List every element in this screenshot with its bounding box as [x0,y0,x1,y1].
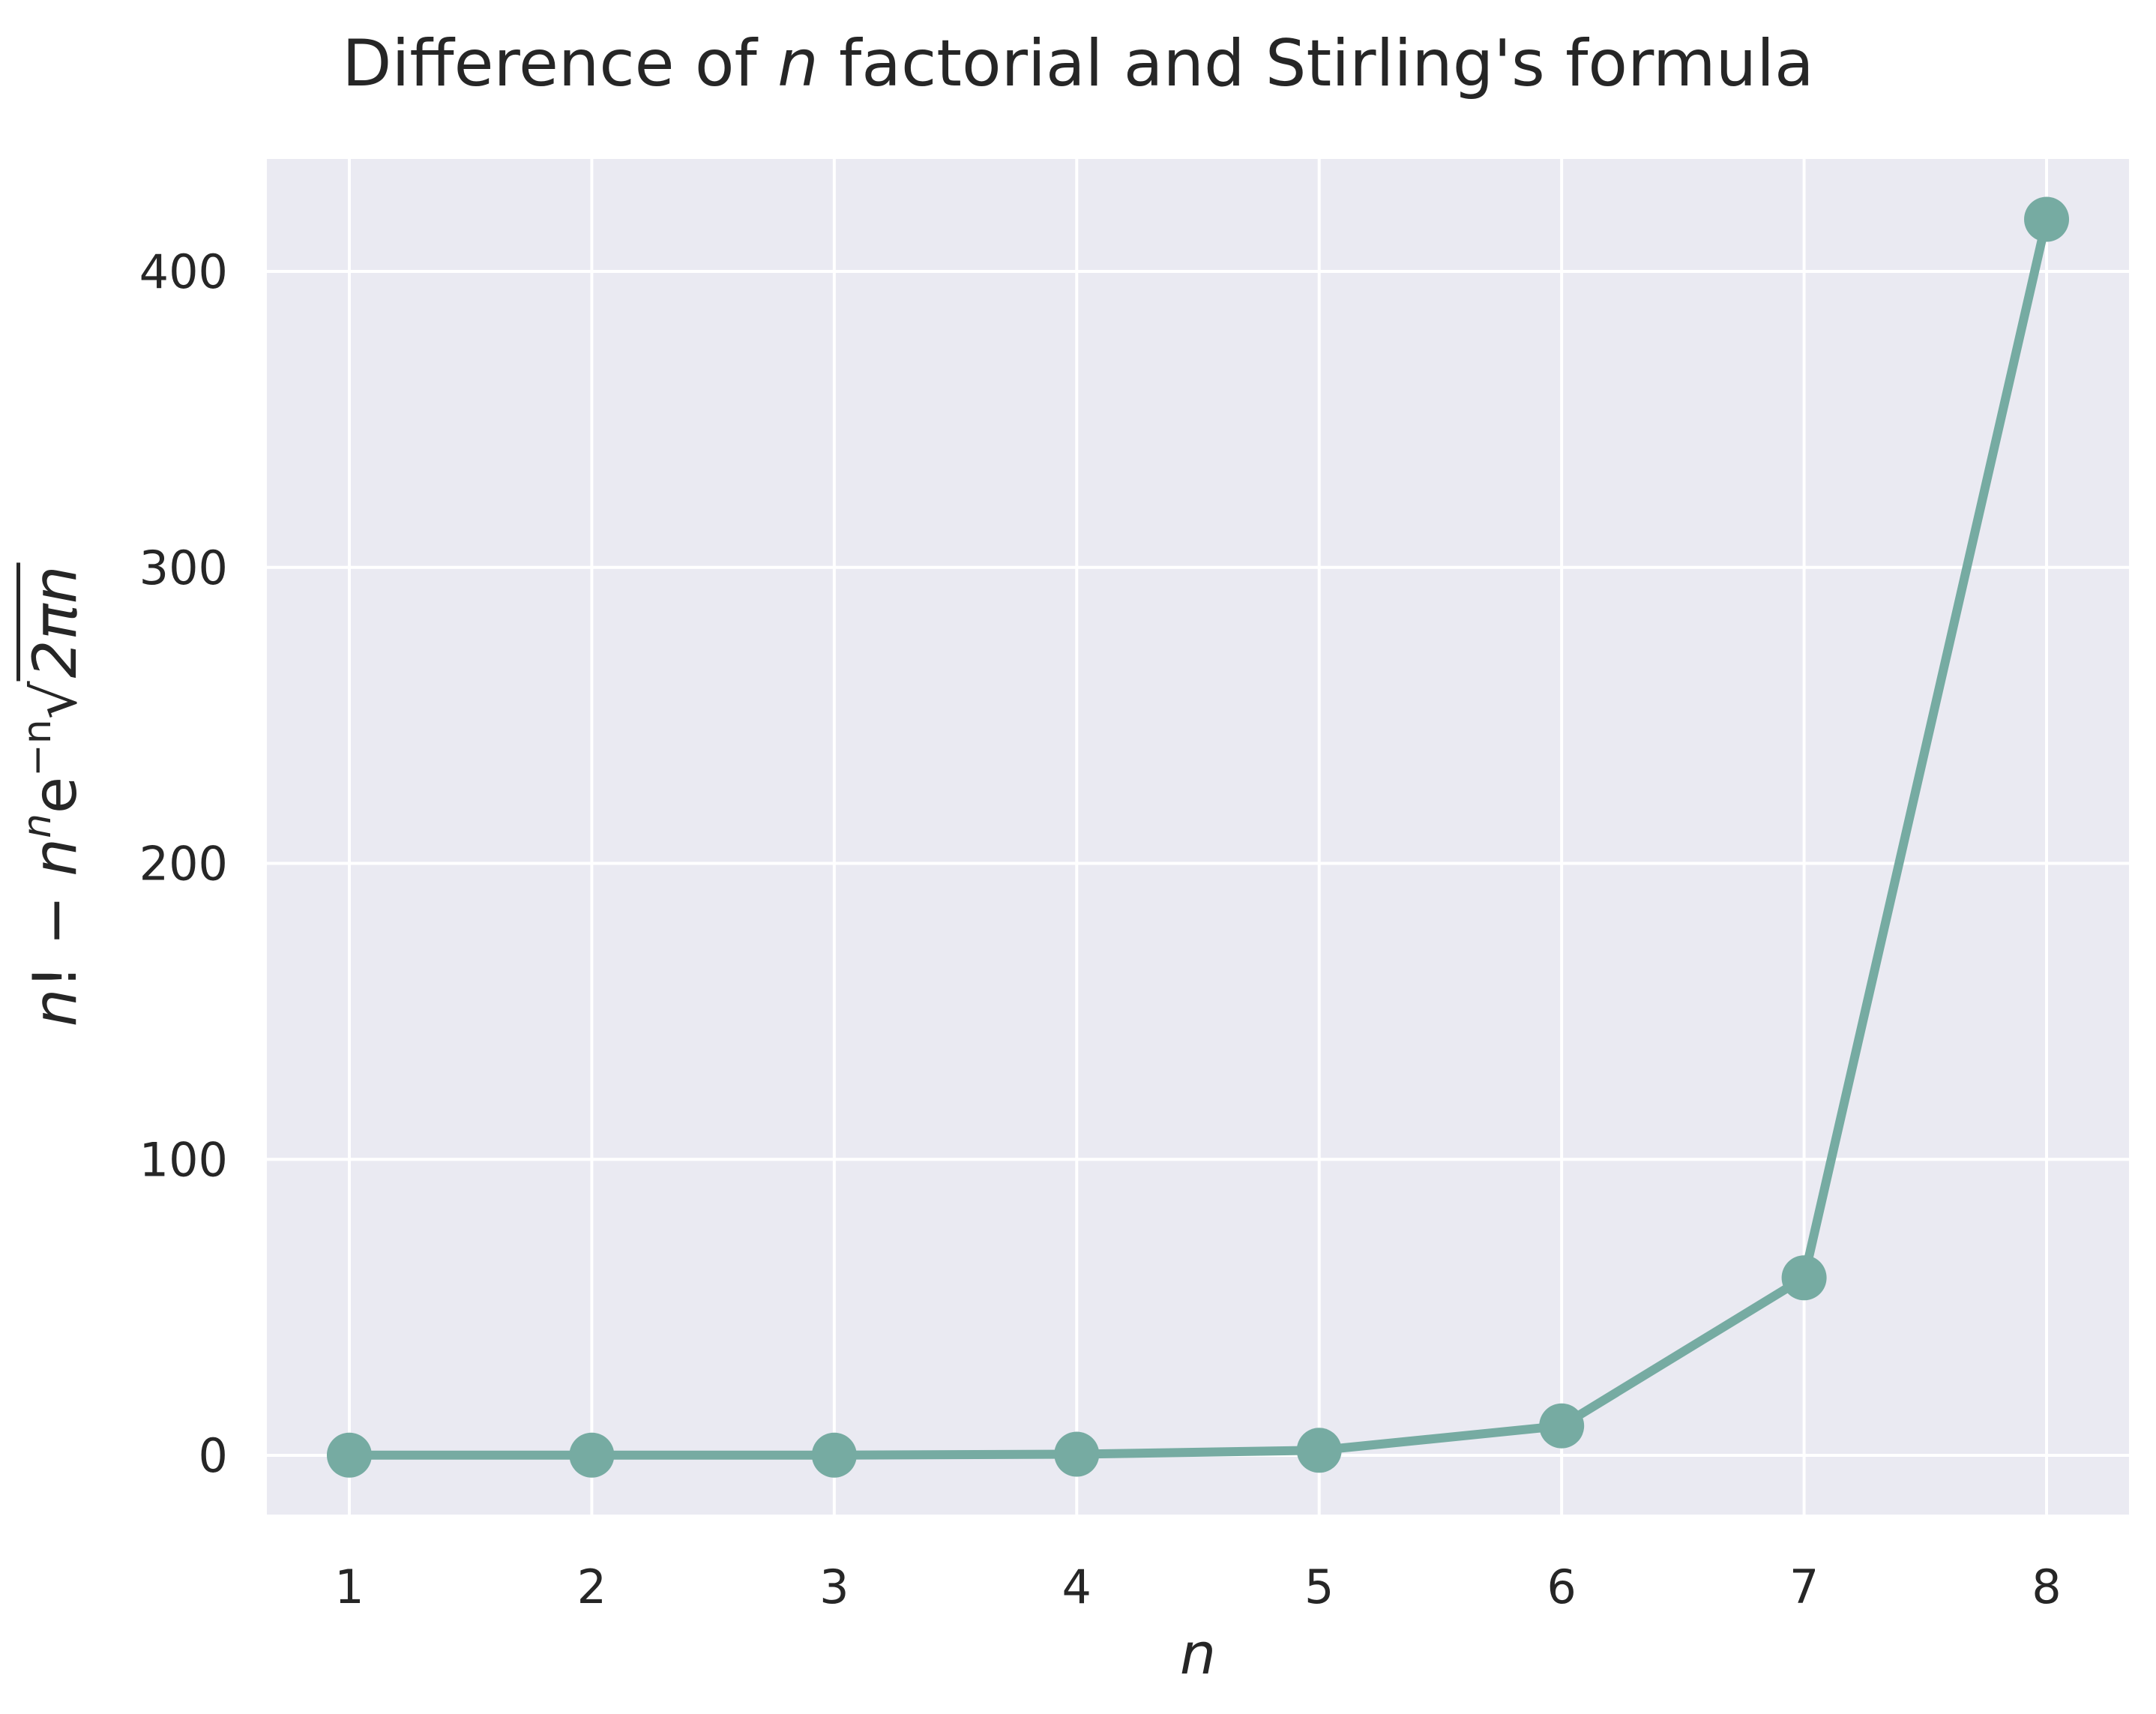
plot-area [267,159,2129,1515]
series-line [344,214,2052,1460]
x-tick-label: 3 [819,1560,849,1614]
y-tick-label: 400 [139,244,228,299]
data-point [569,1432,615,1478]
chart-title: Difference of n factorial and Stirling's… [342,26,1814,101]
x-tick-labels: 1 2 3 4 5 6 7 8 [334,1560,2062,1614]
data-point [326,1432,372,1478]
data-point [811,1432,857,1478]
y-tick-label: 200 [139,837,228,891]
y-tick-label: 300 [139,541,228,595]
x-tick-label: 7 [1789,1560,1819,1614]
data-point [1296,1428,1342,1473]
x-tick-label: 8 [2032,1560,2061,1614]
data-point [1539,1403,1585,1449]
data-points [326,196,2070,1478]
data-point [1781,1255,1827,1301]
x-tick-label: 6 [1547,1560,1576,1614]
data-point [1054,1431,1100,1477]
y-tick-label: 100 [139,1132,228,1187]
data-point [2024,196,2070,242]
y-tick-labels: 0 100 200 300 400 [139,244,228,1483]
x-axis-label: n [1180,1620,1216,1687]
y-axis-label: n! − nne−n√2πn [15,562,90,1026]
x-tick-label: 4 [1062,1560,1091,1614]
y-tick-label: 0 [199,1428,228,1483]
x-tick-label: 1 [334,1560,364,1614]
x-tick-label: 5 [1304,1560,1334,1614]
x-tick-label: 2 [577,1560,606,1614]
